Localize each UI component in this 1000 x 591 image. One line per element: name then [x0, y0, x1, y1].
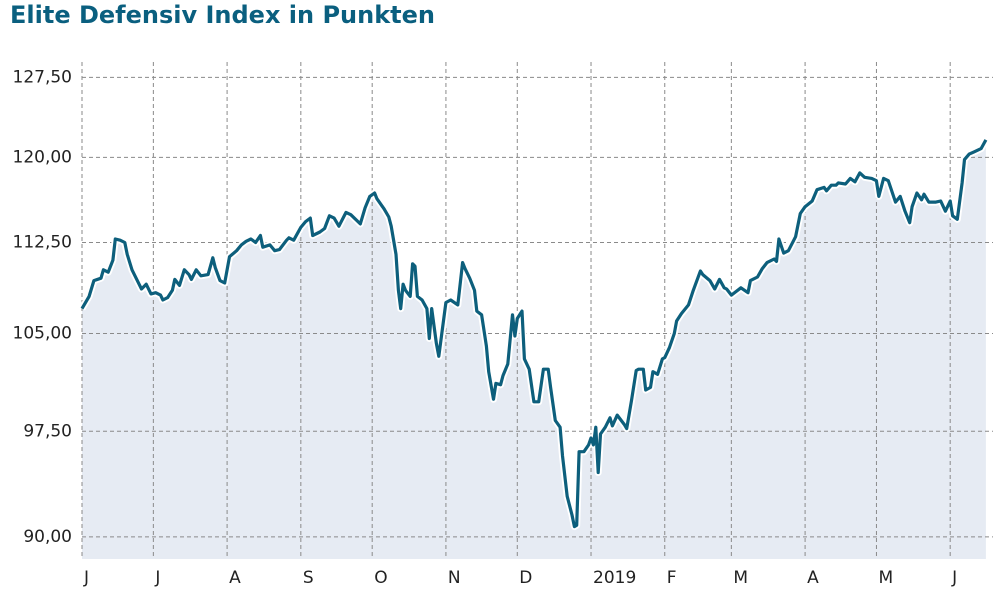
- x-tick-label: J: [83, 568, 89, 588]
- x-tick-label: A: [229, 568, 241, 588]
- x-tick-label: M: [878, 568, 893, 588]
- area: [82, 139, 986, 559]
- x-tick-label: F: [667, 568, 677, 588]
- y-tick-label: 127,50: [13, 67, 72, 87]
- y-tick-label: 97,50: [23, 421, 72, 441]
- x-tick-label: A: [807, 568, 819, 588]
- y-tick-label: 105,00: [13, 324, 72, 344]
- y-tick-label: 112,50: [13, 233, 72, 253]
- x-tick-label: M: [733, 568, 748, 588]
- chart-title: Elite Defensiv Index in Punkten: [10, 1, 435, 29]
- y-tick-label: 120,00: [13, 147, 72, 167]
- x-tick-label: J: [951, 568, 957, 588]
- line: [80, 139, 988, 529]
- x-tick-label: D: [519, 568, 532, 588]
- x-tick-label: J: [154, 568, 160, 588]
- x-tick-label: 2019: [593, 568, 636, 588]
- x-tick-label: S: [303, 568, 314, 588]
- x-tick-label: O: [374, 568, 387, 588]
- x-tick-label: N: [448, 568, 461, 588]
- y-tick-label: 90,00: [23, 527, 72, 547]
